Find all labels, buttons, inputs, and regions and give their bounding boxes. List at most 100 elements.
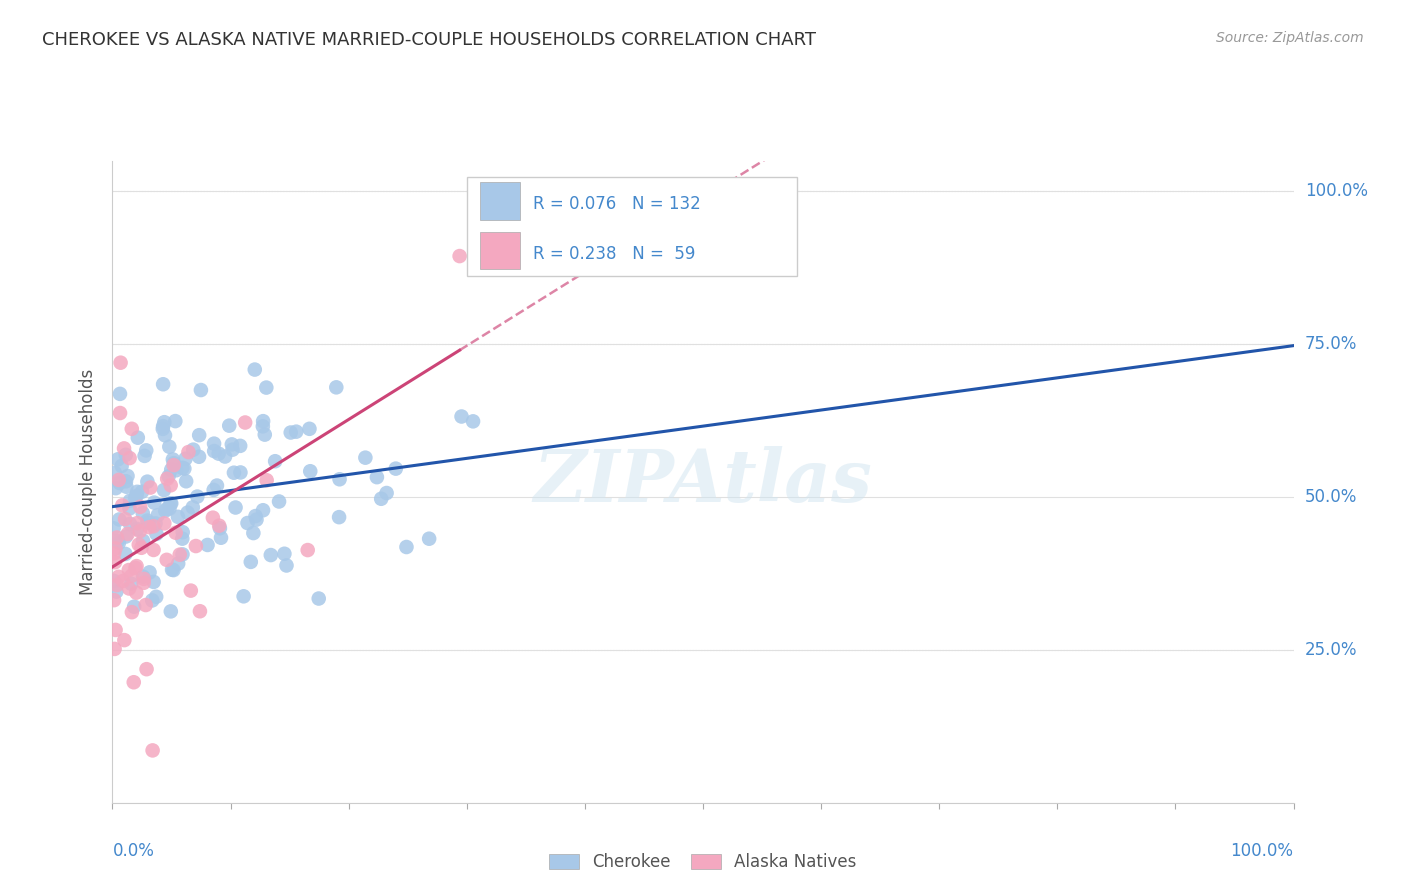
Point — [354, 450, 377, 465]
Point — [146, 508, 169, 523]
Point — [239, 555, 262, 569]
Point — [153, 428, 176, 442]
Point — [222, 466, 245, 480]
Point — [167, 557, 190, 571]
Point — [135, 443, 157, 458]
Point — [136, 516, 159, 530]
Point — [208, 518, 231, 533]
Point — [115, 480, 138, 494]
Point — [142, 574, 165, 589]
Point — [165, 463, 187, 477]
Point — [253, 427, 276, 442]
Point — [298, 422, 321, 436]
Point — [152, 377, 174, 392]
Point — [117, 469, 139, 483]
Point — [114, 448, 136, 462]
Point — [107, 534, 129, 549]
Point — [276, 558, 298, 573]
Point — [104, 641, 127, 656]
Point — [104, 481, 127, 495]
Point — [308, 591, 330, 606]
Point — [267, 494, 290, 508]
Point — [156, 472, 179, 486]
Point — [107, 473, 129, 487]
Point — [142, 519, 165, 533]
Point — [188, 428, 211, 442]
Point — [201, 510, 224, 524]
Point — [180, 583, 202, 598]
Point — [165, 414, 187, 428]
Point — [245, 513, 267, 527]
Point — [118, 563, 141, 577]
Point — [160, 563, 183, 577]
Text: 100.0%: 100.0% — [1230, 842, 1294, 860]
Point — [190, 383, 212, 397]
Point — [132, 572, 155, 586]
Point — [145, 590, 167, 604]
Point — [221, 442, 243, 457]
Point — [461, 414, 484, 428]
Point — [384, 461, 406, 475]
Point — [108, 476, 131, 491]
Point — [138, 520, 160, 534]
Point — [118, 493, 141, 508]
Point — [145, 527, 167, 541]
Point — [160, 496, 183, 510]
Point — [208, 447, 231, 461]
Point — [167, 509, 190, 524]
Point — [136, 475, 159, 489]
Point — [127, 522, 149, 536]
Point — [229, 439, 252, 453]
Point — [105, 584, 128, 599]
Point — [145, 516, 167, 531]
Point — [163, 456, 186, 470]
Point — [260, 548, 283, 562]
Point — [229, 466, 252, 480]
Point — [110, 356, 132, 370]
Point — [142, 543, 165, 558]
Point — [395, 540, 418, 554]
Point — [225, 500, 247, 515]
Point — [163, 458, 186, 473]
Point — [329, 472, 352, 486]
Point — [418, 532, 440, 546]
Point — [103, 593, 125, 607]
Point — [202, 483, 225, 497]
Point — [202, 444, 225, 458]
Point — [245, 509, 267, 524]
Point — [115, 475, 138, 489]
Point — [450, 409, 472, 424]
Point — [214, 450, 236, 464]
Point — [104, 466, 127, 480]
Point — [172, 532, 194, 546]
Point — [115, 529, 138, 543]
Point — [104, 541, 127, 556]
Point — [159, 478, 181, 492]
Point — [162, 563, 184, 577]
Point — [107, 570, 129, 584]
Point — [449, 249, 471, 263]
Point — [156, 502, 179, 516]
Point — [172, 460, 194, 475]
Point — [152, 422, 174, 436]
Point — [280, 425, 302, 440]
Point — [108, 536, 131, 550]
Point — [125, 585, 148, 599]
Point — [132, 570, 155, 584]
Point — [159, 501, 181, 516]
Point — [132, 575, 155, 590]
Point — [122, 675, 145, 690]
Point — [118, 501, 141, 516]
Point — [111, 499, 134, 513]
Point — [111, 458, 134, 473]
Point — [162, 452, 184, 467]
Point — [325, 380, 347, 394]
Point — [143, 495, 166, 509]
Point — [173, 461, 195, 475]
Point — [184, 539, 207, 553]
Point — [139, 481, 162, 495]
Point — [135, 598, 157, 612]
Point — [159, 604, 181, 618]
Point — [132, 533, 155, 548]
Point — [118, 582, 141, 596]
